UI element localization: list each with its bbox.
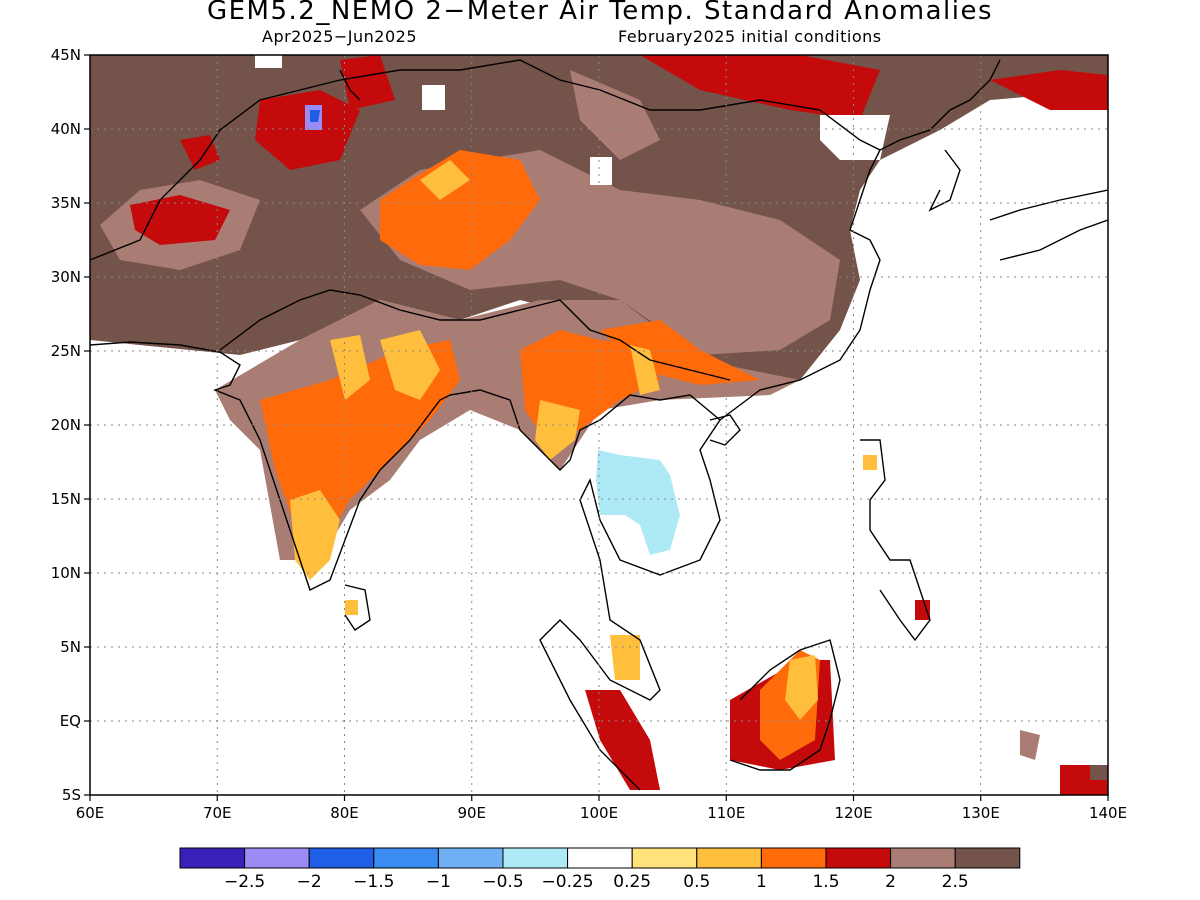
anomaly-region: [915, 600, 930, 620]
colorbar-label: 1: [756, 872, 767, 892]
lon-tick-label: 130E: [962, 804, 1000, 822]
colorbar-swatch: [179, 847, 246, 869]
coastlines: [90, 59, 1108, 791]
lat-tick-label: 30N: [51, 268, 81, 286]
chart-title: GEM5.2_NEMO 2−Meter Air Temp. Standard A…: [206, 0, 994, 26]
coastline: [999, 219, 1108, 261]
anomaly-region: [422, 85, 445, 110]
colorbar: −2.5 −2 −1.5 −1 −0.5 −0.25 0.25 0.5 1 1.5 2 2.5: [179, 847, 1021, 892]
anomaly-region: [596, 450, 680, 555]
anomaly-region: [630, 345, 660, 395]
colorbar-swatch: [760, 847, 827, 869]
anomaly-region: [340, 55, 395, 110]
colorbar-label: 0.25: [613, 872, 651, 892]
colorbar-swatch: [696, 847, 762, 869]
anomaly-region: [330, 335, 370, 400]
anomaly-field: [90, 55, 1108, 795]
anomaly-region: [255, 55, 282, 68]
colorbar-swatch: [502, 847, 569, 869]
colorbar-label: −2.5: [224, 872, 265, 892]
forecast-period: Apr2025−Jun2025: [262, 27, 418, 46]
colorbar-label: −0.25: [542, 872, 594, 892]
lat-tick-label: EQ: [60, 712, 81, 730]
colorbar-swatch: [890, 847, 956, 869]
lon-tick-label: 140E: [1089, 804, 1127, 822]
anomaly-region: [990, 70, 1108, 110]
coastline: [729, 639, 841, 771]
coastline: [719, 59, 1001, 421]
coastline: [90, 59, 881, 261]
anomaly-region: [535, 400, 580, 460]
coastline: [709, 414, 741, 446]
lat-tick-label: 35N: [51, 194, 81, 212]
coastline: [860, 439, 931, 642]
lat-tick-label: 25N: [51, 342, 81, 360]
anomaly-region: [590, 157, 612, 185]
lon-tick-label: 110E: [707, 804, 745, 822]
coastline: [339, 69, 361, 101]
lon-tick-label: 100E: [580, 804, 618, 822]
colorbar-swatch: [567, 847, 633, 869]
lon-tick-label: 60E: [76, 804, 105, 822]
colorbar-swatch: [825, 847, 892, 869]
axis-labels: 60E 70E 80E 90E 100E 110E 120E 130E 140E 5S EQ 5N 10…: [51, 46, 1127, 822]
colorbar-swatch: [954, 847, 1021, 869]
colorbar-label: 2.5: [942, 872, 969, 892]
colorbar-label: 2: [885, 872, 896, 892]
anomaly-region: [610, 635, 640, 680]
anomaly-region: [345, 600, 358, 615]
anomaly-region: [640, 55, 880, 120]
anomaly-region: [290, 490, 340, 580]
lat-tick-label: 5S: [62, 786, 81, 804]
anomaly-region: [820, 115, 890, 160]
coastline: [989, 189, 1108, 221]
lon-tick-label: 90E: [457, 804, 486, 822]
lon-tick-label: 120E: [834, 804, 872, 822]
colorbar-label: 1.5: [812, 872, 839, 892]
lat-tick-label: 40N: [51, 120, 81, 138]
anomaly-region: [380, 330, 440, 400]
map-gridlines: [90, 55, 1108, 795]
anomaly-region: [570, 70, 660, 160]
lat-tick-label: 20N: [51, 416, 81, 434]
anomaly-region: [130, 195, 230, 245]
anomaly-region: [863, 455, 877, 470]
colorbar-swatch: [308, 847, 375, 869]
colorbar-swatch: [437, 847, 504, 869]
anomaly-region: [1020, 730, 1040, 760]
lat-tick-label: 15N: [51, 490, 81, 508]
colorbar-swatch: [244, 847, 310, 869]
anomaly-region: [420, 160, 470, 200]
lat-tick-label: 10N: [51, 564, 81, 582]
colorbar-label: −2: [297, 872, 322, 892]
anomaly-region: [785, 655, 818, 720]
lat-tick-label: 45N: [51, 46, 81, 64]
anomaly-region: [585, 690, 660, 790]
colorbar-label: −0.5: [482, 872, 523, 892]
lon-tick-label: 80E: [330, 804, 359, 822]
colorbar-swatch: [373, 847, 439, 869]
coastline: [219, 289, 731, 381]
anomaly-region: [310, 110, 320, 122]
coastline: [928, 149, 961, 212]
colorbar-label: −1: [426, 872, 451, 892]
lat-tick-label: 5N: [60, 638, 81, 656]
colorbar-label: 0.5: [683, 872, 710, 892]
anomaly-region: [1090, 765, 1108, 780]
colorbar-swatch: [631, 847, 698, 869]
lon-tick-label: 70E: [203, 804, 232, 822]
initial-conditions: February2025 initial conditions: [618, 27, 882, 46]
colorbar-label: −1.5: [353, 872, 394, 892]
coastline: [344, 584, 371, 631]
coastline: [90, 341, 721, 791]
